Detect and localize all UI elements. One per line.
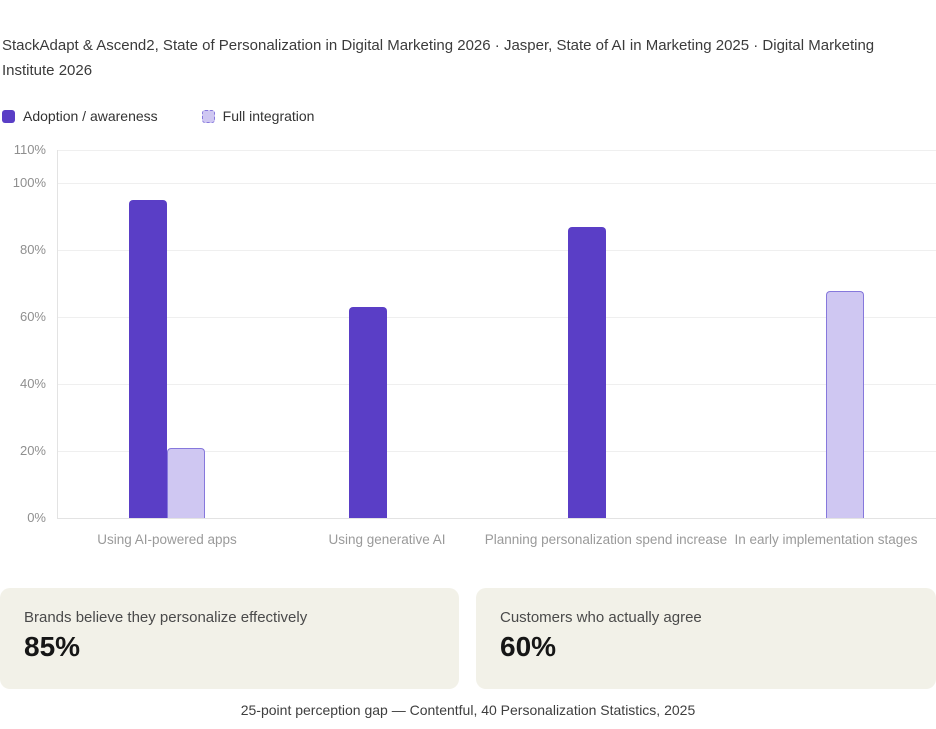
bar-integration-0[interactable] — [167, 448, 205, 518]
legend-swatch-adoption-icon — [2, 109, 15, 123]
gridline — [57, 250, 936, 251]
gridline — [57, 451, 936, 452]
bar-adoption-0[interactable] — [129, 200, 167, 518]
y-tick-label: 40% — [19, 376, 46, 391]
legend-label-integration: Full integration — [222, 108, 315, 124]
x-category-label: Planning personalization spend increase — [484, 532, 728, 547]
x-category-label: Using generative AI — [328, 532, 446, 547]
y-tick-label: 20% — [19, 443, 46, 458]
gridline — [57, 183, 936, 184]
x-axis-line — [57, 518, 936, 519]
y-tick-label: 100% — [12, 175, 46, 190]
y-tick-label: 0% — [27, 510, 46, 525]
gridline — [57, 384, 936, 385]
gridline — [57, 317, 936, 318]
legend-label-adoption: Adoption / awareness — [23, 108, 158, 124]
y-axis-line — [57, 150, 58, 518]
x-category-label: Using AI-powered apps — [97, 532, 237, 547]
bar-chart: 110% 100% 80% 60% 40% 20% 0% Using AI-powered a… — [0, 140, 936, 570]
legend: Adoption / awareness Full integration — [2, 108, 314, 124]
stat-card-label: Brands believe they personalize effectiv… — [24, 609, 308, 626]
stat-card-customers: Customers who actually agree 60% — [476, 588, 936, 689]
stat-card-value: 60% — [500, 631, 557, 662]
stat-card-brands: Brands believe they personalize effectiv… — [0, 588, 459, 689]
stat-card-label: Customers who actually agree — [500, 609, 702, 626]
bar-adoption-2[interactable] — [568, 227, 606, 518]
y-tick-label: 80% — [19, 242, 46, 257]
x-category-label: In early implementation stages — [734, 532, 918, 547]
bar-integration-3[interactable] — [826, 291, 864, 518]
source-citation: StackAdapt & Ascend2, State of Personali… — [2, 37, 875, 79]
gridline — [57, 150, 936, 151]
legend-item-integration[interactable]: Full integration — [201, 108, 315, 124]
stat-cards: Brands believe they personalize effectiv… — [0, 588, 936, 689]
legend-item-adoption[interactable]: Adoption / awareness — [2, 108, 158, 124]
y-tick-label: 110% — [13, 142, 46, 157]
bar-adoption-1[interactable] — [349, 307, 387, 518]
y-tick-label: 60% — [19, 309, 46, 324]
footer-note: 25-point perception gap — Contentful, 40… — [240, 702, 696, 718]
legend-swatch-integration-icon — [201, 109, 215, 123]
stat-card-value: 85% — [24, 631, 81, 662]
